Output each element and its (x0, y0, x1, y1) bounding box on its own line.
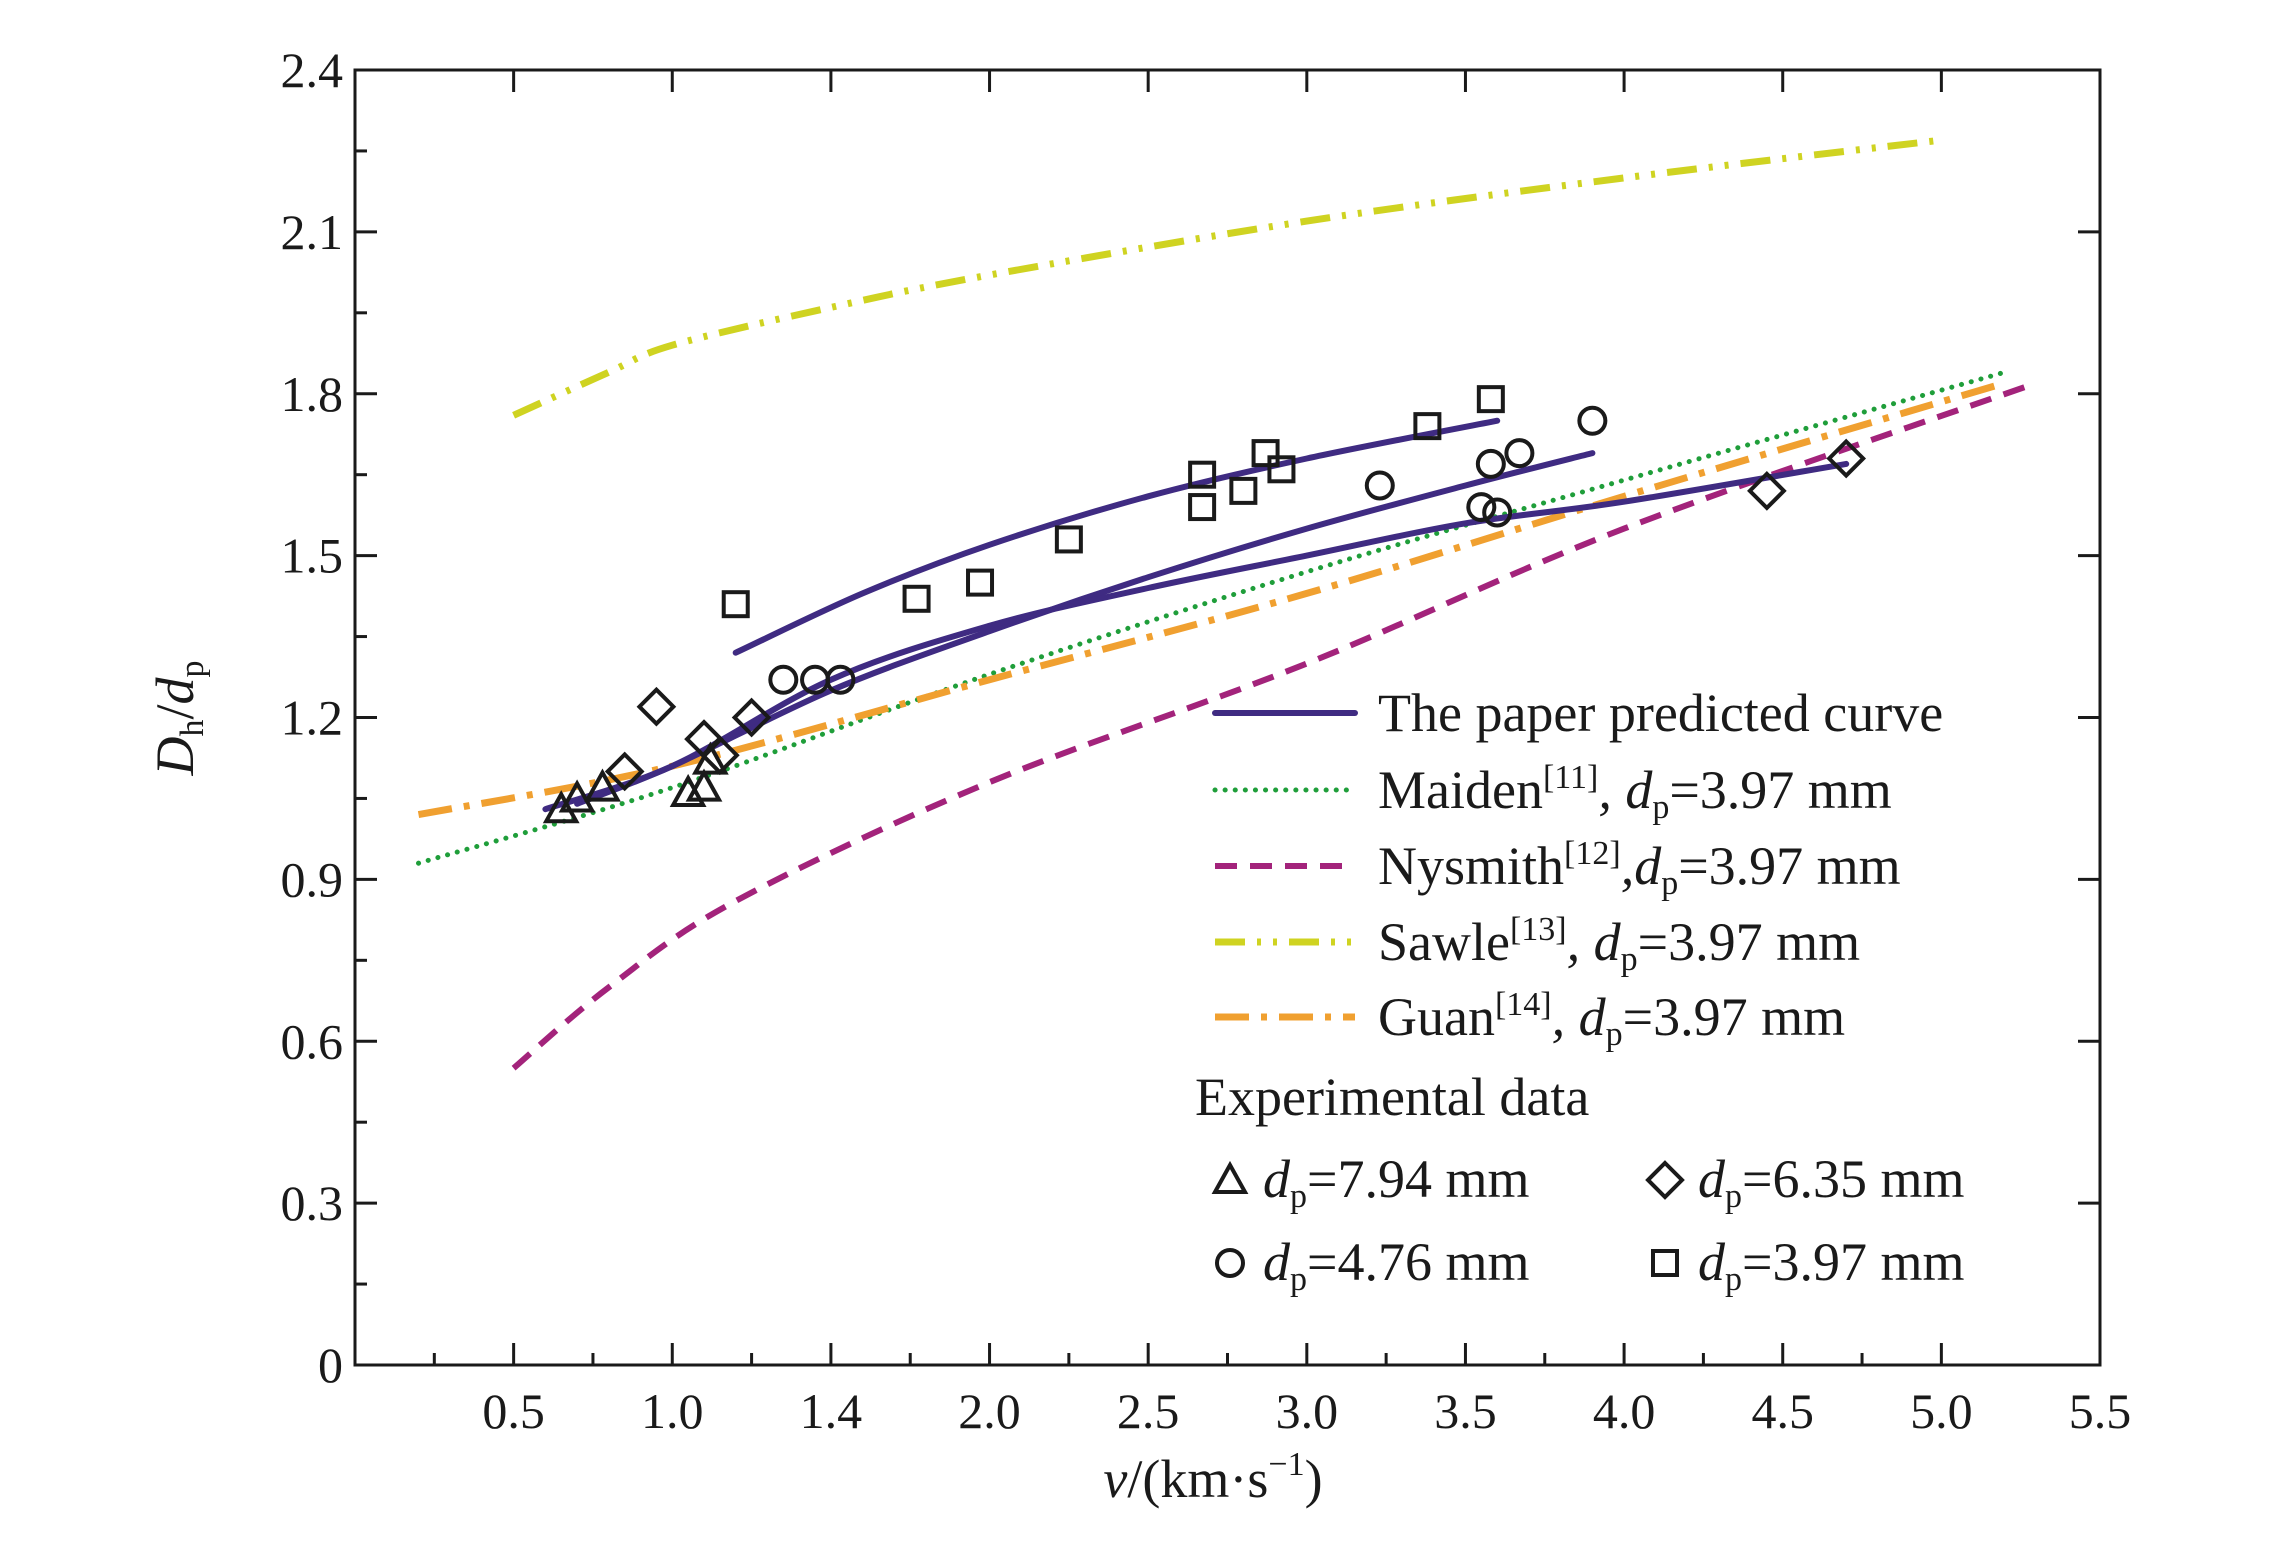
legend-item-predicted: The paper predicted curve (1212, 683, 1943, 743)
legend-experimental-title: Experimental data (1195, 1067, 1589, 1127)
data-point-square (1188, 493, 1217, 522)
legend-diamond-icon (1645, 1160, 1685, 1200)
data-point-circle (1504, 438, 1535, 469)
series-line-guan (417, 379, 2006, 819)
legend-item-maiden: Maiden[11], dp=3.97 mm (1212, 759, 1892, 826)
legend-item-cir: dp=4.76 mm (1215, 1232, 1529, 1298)
x-tick-label: 4.5 (1751, 1383, 1814, 1439)
x-axis-title: v/(km·s−1) (1103, 1446, 1322, 1509)
legend-item-tri: dp=7.94 mm (1211, 1149, 1529, 1215)
series-line-predicted (542, 460, 1850, 813)
legend-square-icon (1651, 1249, 1679, 1277)
data-point-circle (1364, 470, 1395, 501)
series-line-nysmith (511, 380, 2038, 1071)
data-point-triangle (691, 741, 729, 775)
data-point-triangle (558, 779, 596, 813)
x-tick-label: 2.5 (1117, 1383, 1180, 1439)
data-point-diamond (1826, 438, 1867, 479)
data-point-triangle (542, 790, 580, 824)
y-axis-title: Dh/dp (145, 660, 211, 776)
series-line-sawle (512, 136, 1942, 419)
data-point-diamond (731, 697, 772, 738)
data-point-square (1251, 439, 1280, 468)
data-point-square (1229, 476, 1258, 505)
legend-label-tri: dp=7.94 mm (1263, 1149, 1529, 1215)
y-tick-label: 1.8 (281, 366, 344, 422)
data-point-square (721, 590, 750, 619)
legend-label-predicted: The paper predicted curve (1378, 683, 1943, 743)
square-icon (1651, 1249, 1679, 1277)
series-lines (416, 136, 2038, 1071)
legend-label-guan: Guan[14], dp=3.97 mm (1378, 986, 1845, 1053)
x-tick-label: 0.5 (482, 1383, 545, 1439)
series-markers (542, 385, 1867, 824)
diamond-icon (1645, 1160, 1685, 1200)
y-tick-label: 1.5 (281, 528, 344, 584)
x-tick-label: 4.0 (1593, 1383, 1656, 1439)
x-tick-label: 3.5 (1434, 1383, 1497, 1439)
legend-item-sawle: Sawle[13], dp=3.97 mm (1215, 911, 1860, 978)
x-tick-label: 1.0 (641, 1383, 704, 1439)
x-tick-label: 5.0 (1910, 1383, 1973, 1439)
data-point-circle (1482, 497, 1513, 528)
series-line-maiden (416, 369, 2008, 866)
data-point-circle (825, 664, 856, 695)
data-point-square (1476, 385, 1505, 414)
y-tick-label: 0.9 (281, 851, 344, 907)
data-point-square (966, 568, 995, 597)
legend-label-dia: dp=6.35 mm (1698, 1149, 1964, 1215)
legend-triangle-icon (1211, 1160, 1249, 1194)
y-tick-label: 0.3 (281, 1175, 344, 1231)
y-tick-label: 2.1 (281, 204, 344, 260)
data-point-square (1188, 460, 1217, 489)
y-tick-labels: 0 0.3 0.6 0.9 1.2 1.5 1.8 2.1 2.4 (281, 42, 344, 1393)
y-tick-label: 1.2 (281, 690, 344, 746)
y-tick-label: 2.4 (281, 42, 344, 98)
legend-item-sq: dp=3.97 mm (1651, 1232, 1964, 1298)
x-tick-label: 2.0 (958, 1383, 1021, 1439)
data-point-diamond (636, 686, 677, 727)
legend-label-maiden: Maiden[11], dp=3.97 mm (1378, 759, 1892, 826)
data-point-triangle (584, 768, 621, 802)
data-point-circle (768, 664, 799, 695)
series-line-predicted (732, 417, 1501, 656)
legend-label-sawle: Sawle[13], dp=3.97 mm (1378, 911, 1860, 978)
x-tick-labels: 0.5 1.0 1.4 2.0 2.5 3.0 3.5 4.0 4.5 5.0 5.5 (482, 1383, 2131, 1439)
legend-label-cir: dp=4.76 mm (1263, 1232, 1529, 1298)
y-tick-label: 0.6 (281, 1013, 344, 1069)
data-point-square (1267, 455, 1296, 484)
data-point-circle (1475, 448, 1506, 479)
data-point-square (1054, 525, 1083, 554)
data-point-square (902, 584, 931, 613)
axis-ticks (355, 70, 2100, 1365)
legend-label-nysmith: Nysmith[12],dp=3.97 mm (1378, 835, 1901, 902)
triangle-icon (1211, 1160, 1249, 1194)
legend: The paper predicted curve Maiden[11], dp… (1195, 683, 1964, 1298)
data-point-circle (1466, 492, 1497, 523)
x-tick-label: 1.4 (800, 1383, 863, 1439)
data-point-diamond (1747, 471, 1787, 511)
legend-item-guan: Guan[14], dp=3.97 mm (1215, 986, 1845, 1053)
x-tick-label: 5.5 (2069, 1383, 2132, 1439)
data-point-diamond (700, 735, 740, 776)
legend-circle-icon (1215, 1248, 1245, 1278)
legend-item-dia: dp=6.35 mm (1645, 1149, 1964, 1215)
data-point-diamond (604, 751, 645, 792)
data-point-square (1413, 412, 1442, 441)
legend-item-nysmith: Nysmith[12],dp=3.97 mm (1215, 835, 1901, 902)
circle-icon (1215, 1248, 1245, 1278)
data-point-triangle (685, 768, 723, 802)
data-point-circle (1577, 405, 1608, 436)
legend-label-sq: dp=3.97 mm (1698, 1232, 1964, 1298)
series-line-predicted (574, 450, 1596, 807)
y-tick-label: 0 (318, 1337, 343, 1393)
x-tick-label: 3.0 (1276, 1383, 1339, 1439)
